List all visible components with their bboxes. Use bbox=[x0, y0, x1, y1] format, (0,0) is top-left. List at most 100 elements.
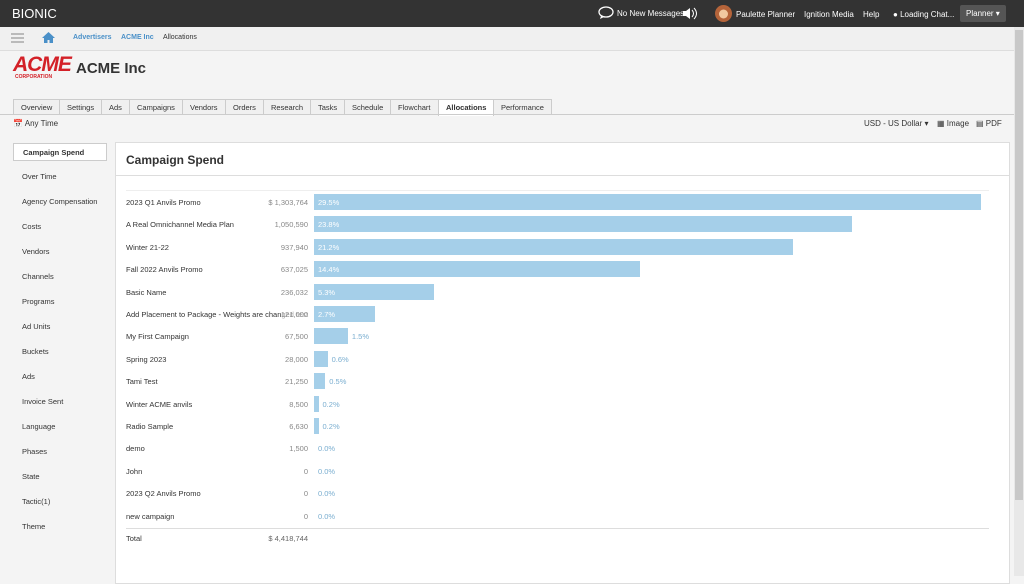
menu-icon[interactable] bbox=[11, 33, 24, 43]
tab[interactable]: Flowchart bbox=[390, 99, 439, 115]
crumb-1[interactable]: Advertisers bbox=[73, 34, 112, 41]
row-amount: 1,500 bbox=[289, 444, 308, 454]
image-export[interactable]: ▦ Image bbox=[937, 119, 970, 128]
row-name: Tami Test bbox=[126, 377, 158, 387]
sidebar-item[interactable]: Channels bbox=[22, 272, 54, 281]
share-label: 1.5% bbox=[351, 332, 370, 342]
sidebar-item[interactable]: Ad Units bbox=[22, 322, 51, 331]
row-name: new campaign bbox=[126, 511, 175, 521]
tab[interactable]: Settings bbox=[59, 99, 103, 115]
sidebar-item[interactable]: Programs bbox=[22, 297, 55, 306]
row-name: Spring 2023 bbox=[126, 354, 167, 364]
tab-line bbox=[0, 114, 1014, 115]
top-bar: BIONIC No New Messages Paulette Planner … bbox=[0, 0, 1024, 27]
row-amount: 28,000 bbox=[285, 354, 308, 364]
avatar[interactable] bbox=[715, 5, 732, 22]
messages[interactable]: No New Messages bbox=[617, 9, 685, 18]
row-name: 2023 Q2 Anvils Promo bbox=[126, 489, 201, 499]
user-name[interactable]: Paulette Planner bbox=[736, 10, 796, 19]
tab[interactable]: Overview bbox=[13, 99, 61, 115]
logo: ACME bbox=[13, 53, 72, 76]
role-menu[interactable]: Planner ▾ bbox=[960, 5, 1006, 22]
tab[interactable]: Performance bbox=[493, 99, 552, 115]
sidebar-item[interactable]: Agency Compensation bbox=[22, 197, 98, 206]
share-label: 0.0% bbox=[318, 466, 336, 476]
row-amount: $ 1,303,764 bbox=[268, 198, 308, 207]
sidebar-item[interactable]: Invoice Sent bbox=[22, 397, 64, 406]
share-label: 23.8% bbox=[318, 220, 340, 230]
tab[interactable]: Schedule bbox=[344, 99, 392, 115]
table-top bbox=[126, 190, 989, 191]
tab[interactable]: Vendors bbox=[182, 99, 226, 115]
sidebar-item[interactable]: Over Time bbox=[22, 172, 57, 181]
share-label: 29.5% bbox=[318, 198, 340, 207]
sidebar-item[interactable]: Vendors bbox=[22, 247, 50, 256]
sidebar-item[interactable]: Costs bbox=[22, 222, 42, 231]
row-name: My First Campaign bbox=[126, 332, 189, 342]
tab[interactable]: Research bbox=[263, 99, 312, 115]
row-name: Add Placement to Package - Weights are c… bbox=[126, 310, 309, 319]
sidebar-item[interactable]: Buckets bbox=[22, 347, 49, 356]
row-amount: 0 bbox=[303, 489, 308, 499]
row-name: Basic Name bbox=[126, 287, 167, 297]
role: Planner bbox=[966, 9, 994, 18]
org-name[interactable]: Ignition Media bbox=[804, 10, 854, 19]
bar bbox=[314, 328, 348, 345]
chat[interactable]: ● Loading Chat... bbox=[893, 10, 955, 19]
bar bbox=[314, 238, 794, 255]
sidebar-item[interactable]: Phases bbox=[22, 447, 48, 456]
panel-title: Campaign Spend bbox=[126, 153, 225, 167]
row-name: demo bbox=[126, 444, 145, 454]
bar bbox=[314, 306, 376, 322]
row-name: Fall 2022 Anvils Promo bbox=[126, 265, 203, 275]
row-name: Winter 21-22 bbox=[126, 242, 169, 252]
sound-icon[interactable] bbox=[682, 7, 698, 20]
row-name: A Real Omnichannel Media Plan bbox=[126, 220, 234, 230]
sidebar-item[interactable]: Campaign Spend bbox=[13, 143, 107, 161]
sidebar-item[interactable]: Tactic(1) bbox=[22, 497, 51, 506]
total-amount: $ 4,418,744 bbox=[268, 534, 308, 543]
tab[interactable]: Orders bbox=[225, 99, 264, 115]
date: Any Time bbox=[24, 119, 59, 128]
row-amount: 6,630 bbox=[289, 422, 308, 431]
bar bbox=[314, 261, 640, 278]
bar bbox=[314, 373, 326, 390]
row-amount: 121,000 bbox=[280, 310, 308, 319]
image-label: Image bbox=[946, 119, 970, 128]
crumb-3: Allocations bbox=[163, 34, 197, 41]
share-label: 0.0% bbox=[318, 511, 336, 521]
row-amount: 637,025 bbox=[280, 265, 308, 275]
help[interactable]: Help bbox=[863, 10, 880, 19]
panel: Campaign Spend 2023 Q1 Anvils Promo $ 1,3… bbox=[115, 142, 1010, 584]
tab[interactable]: Tasks bbox=[310, 99, 346, 115]
crumb-2[interactable]: ACME Inc bbox=[121, 34, 154, 41]
date-filter[interactable]: 📅 Any Time bbox=[13, 119, 59, 128]
share-label: 0.5% bbox=[329, 377, 347, 387]
page-title: ACME Inc bbox=[76, 60, 147, 77]
title-rule bbox=[116, 175, 1009, 176]
total-rule bbox=[126, 528, 989, 529]
scroll-thumb[interactable] bbox=[1015, 30, 1023, 500]
brand[interactable]: BIONIC bbox=[12, 6, 57, 21]
row-amount: 1,050,590 bbox=[274, 220, 308, 230]
row-name: Radio Sample bbox=[126, 422, 174, 431]
sidebar-item[interactable]: Language bbox=[22, 422, 56, 431]
row-amount: 21,250 bbox=[285, 377, 308, 387]
row-name: John bbox=[126, 466, 143, 476]
sidebar-item[interactable]: Ads bbox=[22, 372, 35, 381]
share-label: 2.7% bbox=[318, 310, 336, 319]
home-icon[interactable] bbox=[42, 32, 55, 43]
row-name: 2023 Q1 Anvils Promo bbox=[126, 198, 201, 207]
row-amount: 0 bbox=[303, 466, 308, 476]
row-amount: 0 bbox=[303, 511, 308, 521]
pdf-export[interactable]: ▤ PDF bbox=[976, 119, 1002, 128]
sidebar-item[interactable]: Theme bbox=[22, 522, 46, 531]
pdf-label: PDF bbox=[985, 119, 1002, 128]
tab[interactable]: Ads bbox=[101, 99, 130, 115]
currency[interactable]: USD - US Dollar ▾ bbox=[864, 119, 929, 128]
tab[interactable]: Campaigns bbox=[129, 99, 183, 115]
total-label: Total bbox=[126, 534, 142, 543]
sidebar-item[interactable]: State bbox=[22, 472, 40, 481]
breadcrumb-bar: Advertisers ACME Inc Allocations bbox=[0, 27, 1014, 51]
bar bbox=[314, 395, 319, 412]
